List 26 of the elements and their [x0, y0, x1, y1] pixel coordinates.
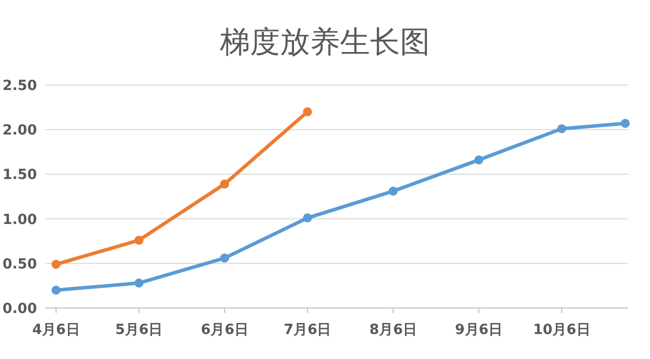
- y-tick-label: 2.00: [2, 122, 38, 139]
- point: [620, 118, 630, 128]
- y-tick-label: 1.00: [2, 212, 38, 228]
- x-tick-label: 5月6日: [115, 322, 163, 338]
- point: [220, 254, 230, 263]
- point: [52, 286, 61, 295]
- point: [557, 124, 566, 134]
- x-tick-label: 10月6日: [533, 322, 590, 338]
- y-tick-label: 1.50: [2, 167, 38, 184]
- y-tick-label: 0.50: [2, 256, 38, 272]
- y-tick-label: 2.50: [2, 78, 38, 94]
- point: [52, 260, 61, 269]
- x-tick-label: 9月6日: [455, 322, 503, 338]
- point: [134, 236, 144, 245]
- point: [134, 278, 144, 288]
- x-tick-label: 4月6日: [32, 322, 80, 338]
- point: [302, 213, 312, 222]
- y-tick-label: 0.00: [2, 301, 38, 317]
- point: [220, 180, 230, 189]
- x-tick-label: 6月6日: [200, 322, 248, 338]
- point: [474, 155, 484, 164]
- point: [302, 107, 312, 116]
- x-tick-label: 7月6日: [284, 322, 332, 338]
- point: [388, 186, 398, 196]
- chart-title: 梯度放养生长图: [219, 25, 430, 60]
- x-tick-label: 8月6日: [369, 322, 417, 338]
